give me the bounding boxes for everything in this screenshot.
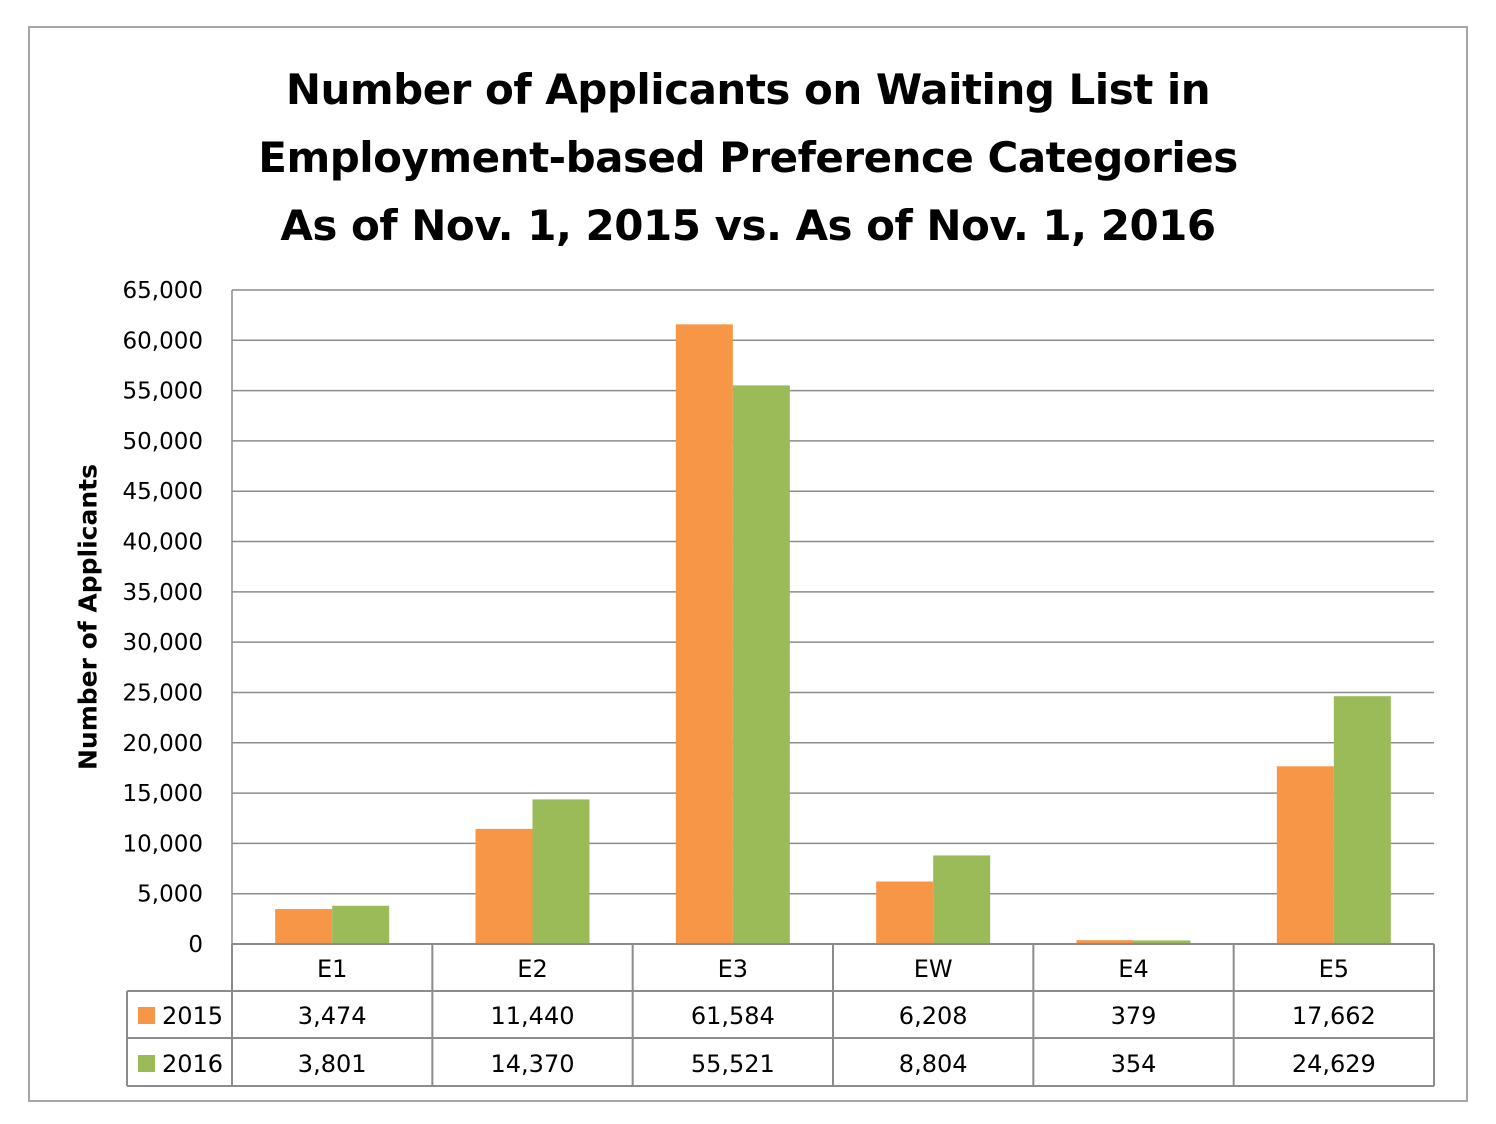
y-tick-label: 55,000 bbox=[123, 379, 203, 405]
x-tick-label: E5 bbox=[1319, 955, 1349, 983]
y-tick-label: 45,000 bbox=[123, 479, 203, 505]
chart-title-line-1: Number of Applicants on Waiting List in bbox=[285, 65, 1211, 114]
x-tick-label: E3 bbox=[718, 955, 748, 983]
x-tick-label: E1 bbox=[317, 955, 347, 983]
chart-title-line-3: As of Nov. 1, 2015 vs. As of Nov. 1, 201… bbox=[280, 201, 1216, 250]
x-tick-label: EW bbox=[914, 955, 953, 983]
bar-2015-E1 bbox=[275, 909, 333, 944]
bar-2015-E3 bbox=[675, 324, 733, 944]
bar-2016-E2 bbox=[532, 799, 590, 944]
y-tick-label: 5,000 bbox=[137, 882, 203, 908]
data-label-2015-E1: 3,474 bbox=[298, 1002, 367, 1030]
y-tick-label: 30,000 bbox=[123, 630, 203, 656]
y-tick-label: 60,000 bbox=[123, 328, 203, 354]
chart-title-line-2: Employment-based Preference Categories bbox=[258, 133, 1238, 182]
x-tick-label: E4 bbox=[1118, 955, 1148, 983]
data-label-2015-E5: 17,662 bbox=[1292, 1002, 1376, 1030]
bar-2016-E4 bbox=[1133, 940, 1191, 944]
x-tick-label: E2 bbox=[517, 955, 547, 983]
legend-label-2016: 2016 bbox=[162, 1050, 223, 1078]
data-label-2016-E3: 55,521 bbox=[691, 1050, 775, 1078]
bar-2016-E3 bbox=[732, 385, 790, 945]
y-tick-label: 65,000 bbox=[123, 278, 203, 304]
data-label-2016-E5: 24,629 bbox=[1292, 1050, 1376, 1078]
data-label-2016-E4: 354 bbox=[1111, 1050, 1157, 1078]
chart-title: Number of Applicants on Waiting List in … bbox=[0, 56, 1496, 260]
y-tick-label: 50,000 bbox=[123, 429, 203, 455]
data-label-2016-E1: 3,801 bbox=[298, 1050, 367, 1078]
data-label-2015-E2: 11,440 bbox=[491, 1002, 575, 1030]
y-tick-label: 35,000 bbox=[123, 580, 203, 606]
y-tick-label: 40,000 bbox=[123, 530, 203, 556]
legend-key-2015 bbox=[138, 1007, 155, 1024]
data-label-2015-E3: 61,584 bbox=[691, 1002, 775, 1030]
data-label-2015-EW: 6,208 bbox=[899, 1002, 968, 1030]
data-label-2016-E2: 14,370 bbox=[491, 1050, 575, 1078]
y-tick-label: 15,000 bbox=[123, 781, 203, 807]
bar-2015-E5 bbox=[1276, 766, 1334, 944]
legend-label-2015: 2015 bbox=[162, 1002, 223, 1030]
legend-key-2016 bbox=[138, 1055, 155, 1072]
y-tick-label: 20,000 bbox=[123, 731, 203, 757]
bar-2015-EW bbox=[876, 881, 934, 944]
bar-2015-E4 bbox=[1076, 940, 1134, 944]
chart-frame bbox=[28, 26, 1468, 1102]
bar-2016-E5 bbox=[1333, 696, 1391, 944]
bar-2016-EW bbox=[933, 855, 991, 944]
data-label-2016-EW: 8,804 bbox=[899, 1050, 968, 1078]
data-label-2015-E4: 379 bbox=[1111, 1002, 1157, 1030]
bar-2015-E2 bbox=[475, 828, 533, 944]
bar-2016-E1 bbox=[332, 905, 390, 944]
y-tick-label: 10,000 bbox=[123, 831, 203, 857]
y-tick-label: 25,000 bbox=[123, 680, 203, 706]
y-tick-label: 0 bbox=[188, 932, 203, 958]
